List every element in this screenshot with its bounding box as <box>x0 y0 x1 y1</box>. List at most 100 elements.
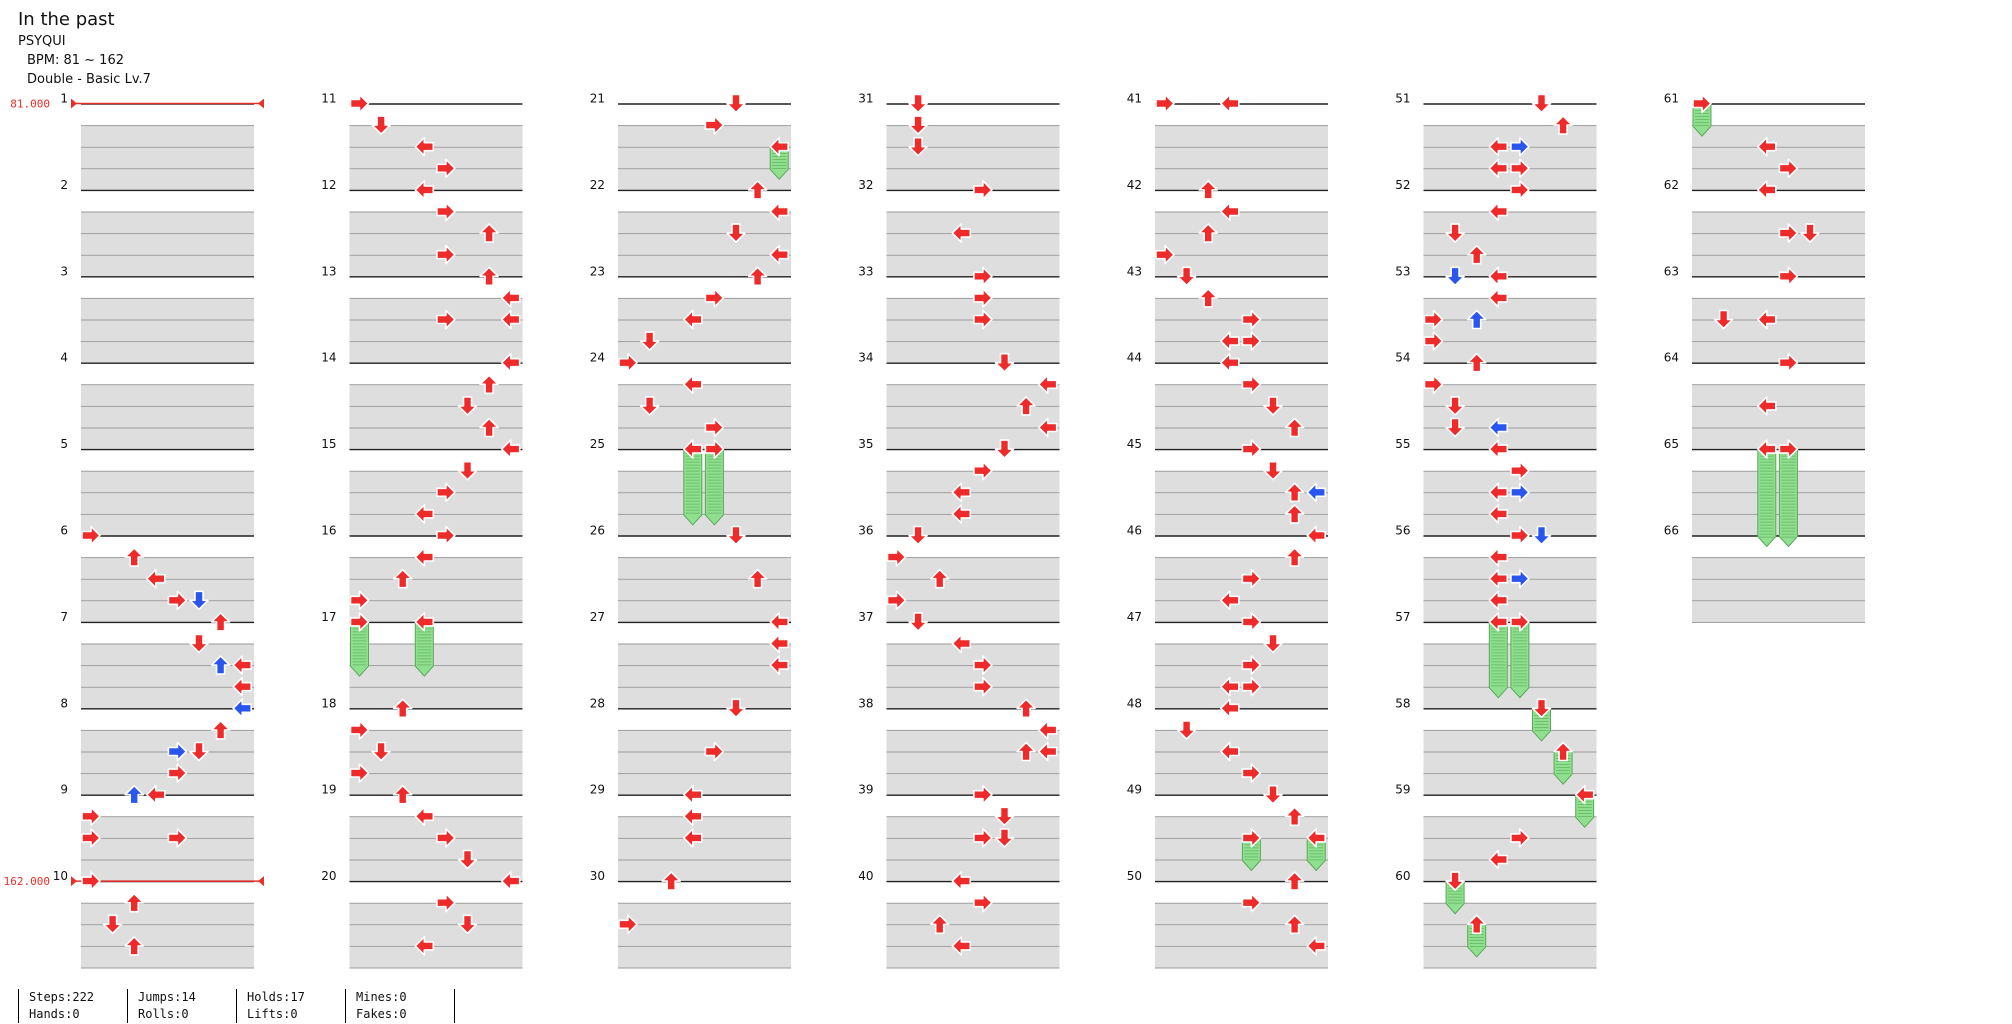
bpm-flag-left <box>71 876 77 887</box>
beat-row <box>1423 558 1597 579</box>
arrow-up-icon <box>1284 547 1305 567</box>
measure-block: 45 <box>1127 437 1328 537</box>
arrow-left-icon <box>1241 612 1262 632</box>
measure-number: 35 <box>858 437 873 451</box>
arrow-left-icon <box>618 914 638 935</box>
beat-row <box>81 514 254 536</box>
measure-number: 3 <box>60 264 68 278</box>
song-artist: PSYQUI <box>18 34 66 49</box>
beat-row <box>1423 882 1597 903</box>
arrow-left-icon <box>81 828 101 848</box>
measure-number: 9 <box>60 783 68 797</box>
measure-bottom-line <box>349 967 523 969</box>
arrow-left-icon <box>886 547 907 567</box>
arrow-right-icon <box>414 936 435 956</box>
stats-col-steps: Steps:222 Hands:0 <box>18 989 109 1023</box>
measure-block: 27 <box>590 610 791 710</box>
fakes-count: Fakes:0 <box>356 1007 407 1021</box>
measure-block: 42 <box>1127 178 1328 278</box>
beat-row <box>886 493 1060 514</box>
arrow-left-icon <box>973 784 993 805</box>
beat-row <box>1423 428 1597 450</box>
beat-row <box>1423 925 1597 946</box>
beat-row <box>1692 147 1865 169</box>
stats-col-holds: Holds:17 Lifts:0 <box>236 989 327 1023</box>
measure-number: 21 <box>590 92 605 106</box>
arrow-left-icon <box>1778 266 1799 287</box>
arrow-right-icon <box>1037 374 1058 395</box>
measure-block: 40 <box>858 869 1060 969</box>
arrow-left-icon <box>1510 158 1530 179</box>
arrow-left-icon <box>1241 892 1262 913</box>
arrow-right-icon <box>1757 439 1777 459</box>
measure-block: 53 <box>1395 264 1597 364</box>
beat-row <box>618 277 791 298</box>
beat-row <box>618 255 791 277</box>
arrow-up-icon <box>1284 504 1305 524</box>
measure-block: 64 <box>1664 351 1865 451</box>
beat-row <box>886 126 1060 147</box>
beat-row <box>1423 774 1597 795</box>
arrow-left-icon <box>973 460 993 481</box>
arrow-right-icon <box>1488 568 1509 589</box>
beat-row <box>1692 493 1865 514</box>
beat-row <box>1423 838 1597 860</box>
beat-row <box>1423 752 1597 774</box>
measure-number: 51 <box>1395 92 1410 106</box>
arrow-right-icon <box>1220 590 1240 611</box>
beat-row <box>81 774 254 795</box>
arrow-left-icon <box>436 244 456 265</box>
arrow-down-icon <box>639 396 660 416</box>
arrow-left-icon <box>1510 525 1530 546</box>
mines-count: Mines:0 <box>356 990 407 1004</box>
beat-row <box>81 126 254 147</box>
measure-block: 39 <box>858 783 1060 883</box>
stats-panel: Steps:222 Hands:0 Jumps:14 Rolls:0 Holds… <box>18 989 455 1023</box>
beat-row <box>886 212 1060 234</box>
measure-bottom-line <box>1155 967 1328 969</box>
measure-number: 50 <box>1127 869 1142 883</box>
beat-row <box>349 298 523 320</box>
measure-number: 46 <box>1127 524 1142 538</box>
measure-block: 1 <box>60 92 254 191</box>
arrow-down-icon <box>994 806 1015 827</box>
beat-row <box>349 363 523 385</box>
measure-block: 50 <box>1127 869 1328 969</box>
beat-row <box>1692 320 1865 342</box>
beat-row <box>886 428 1060 450</box>
arrow-right-icon <box>1488 504 1509 524</box>
beat-row <box>886 234 1060 255</box>
arrow-right-icon <box>1220 201 1240 222</box>
arrow-down-icon <box>908 136 928 157</box>
steps-count: Steps:222 <box>29 990 95 1004</box>
measure-block: 24 <box>590 351 791 451</box>
arrow-right-icon <box>951 936 972 956</box>
beat-row <box>1423 471 1597 493</box>
measure-block: 60 <box>1395 869 1597 969</box>
beat-row <box>349 471 523 493</box>
arrow-right-icon <box>1757 396 1777 416</box>
measure-number: 23 <box>590 264 605 278</box>
beat-row <box>618 147 791 169</box>
measure-number: 33 <box>858 264 873 278</box>
beat-row <box>1423 579 1597 601</box>
measure-number: 52 <box>1395 178 1410 192</box>
arrow-right-icon <box>500 871 521 891</box>
measure-block: 22 <box>590 178 791 278</box>
beat-row <box>1423 666 1597 687</box>
beat-row <box>1155 666 1328 687</box>
arrow-right-icon <box>1488 288 1509 308</box>
rolls-count: Rolls:0 <box>138 1007 189 1021</box>
arrow-right-icon <box>769 201 790 222</box>
arrow-left-icon <box>81 871 101 891</box>
beat-row <box>349 687 523 709</box>
measure-number: 32 <box>858 178 873 192</box>
hold-body <box>350 621 369 677</box>
measure-block: 19 <box>321 783 523 883</box>
beat-row <box>81 817 254 838</box>
beat-row <box>1155 860 1328 882</box>
measure-block: 56 <box>1395 524 1597 623</box>
song-title: In the past <box>18 9 115 30</box>
beat-row <box>1155 903 1328 925</box>
beat-row <box>349 147 523 169</box>
